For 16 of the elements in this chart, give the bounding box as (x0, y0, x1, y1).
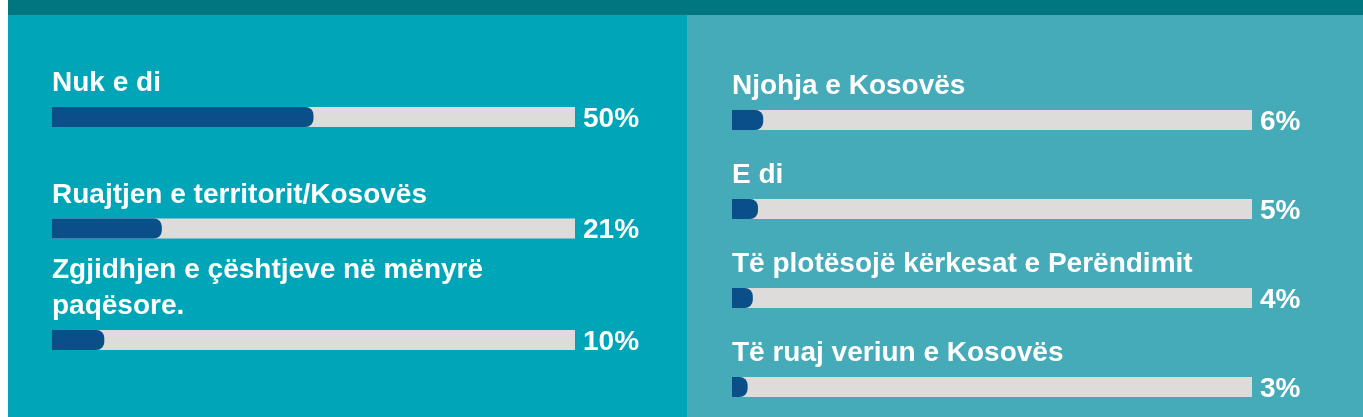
data-label: 5% (1260, 194, 1301, 225)
y-tick-label: Njohja e Kosovës (732, 69, 966, 100)
y-tick-label: Zgjidhjen e çështjeve në mënyrë paqësore. (52, 253, 484, 321)
data-label: 3% (1260, 372, 1301, 403)
data-label: 50% (583, 102, 640, 133)
y-tick-label: Ruajtjen e territorit/Kosovës (52, 178, 427, 209)
bar (732, 199, 758, 219)
data-label: 21% (583, 213, 640, 244)
y-tick-label: E di (732, 158, 784, 189)
bar (732, 110, 764, 130)
data-label: 6% (1260, 105, 1301, 136)
data-label: 10% (583, 325, 640, 356)
data-label: 4% (1260, 283, 1301, 314)
y-tick-label: Nuk e di (52, 66, 161, 97)
y-tick-label: Të ruaj veriun e Kosovës (732, 336, 1064, 367)
y-tick-label: Të plotësojë kërkesat e Perëndimit (732, 247, 1193, 278)
